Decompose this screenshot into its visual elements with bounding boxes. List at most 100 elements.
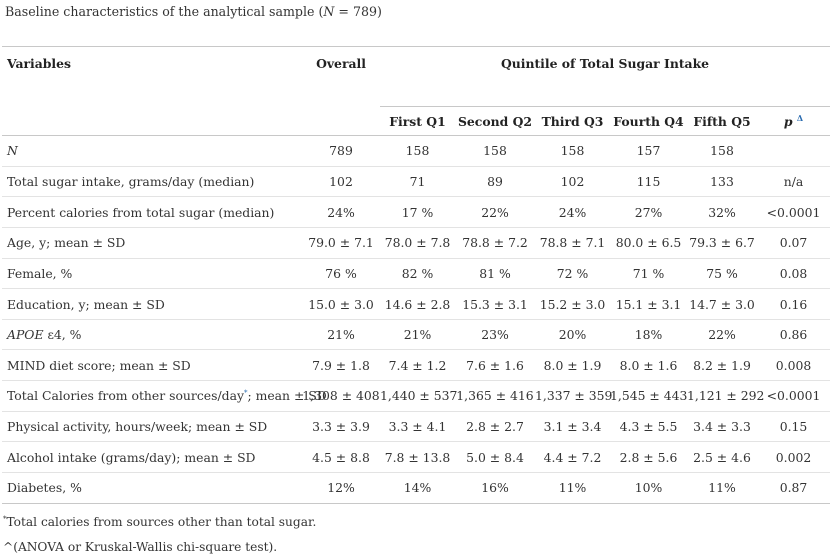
- row-label: APOE ε4, %: [2, 318, 302, 350]
- cell-q5: 133: [687, 165, 757, 197]
- cell-q1: 78.0 ± 7.8: [380, 226, 455, 259]
- row-label-text: Physical activity, hours/week; mean ± SD: [7, 419, 268, 435]
- table-row: Total sugar intake, grams/day (median) 10…: [2, 165, 830, 197]
- table-body: N 789 158 158 158 157 158 Total sugar intake, g…: [2, 135, 830, 504]
- cell-q2: 5.0 ± 8.4: [455, 441, 535, 473]
- caption-suffix: = 789): [334, 4, 382, 19]
- cell-q5: 158: [687, 135, 757, 167]
- footnote-1: *Total calories from sources other than …: [3, 515, 316, 529]
- row-footnote-mark[interactable]: *: [243, 389, 248, 398]
- cell-q4: 15.1 ± 3.1: [610, 288, 687, 320]
- cell-p: 0.07: [757, 226, 830, 259]
- table-row: Education, y; mean ± SD 15.0 ± 3.0 14.6 ± …: [2, 288, 830, 320]
- cell-q4: 71 %: [610, 257, 687, 289]
- cell-q3: 15.2 ± 3.0: [535, 288, 610, 320]
- cell-p: 0.002: [757, 441, 830, 473]
- row-label-text: Total sugar intake, grams/day (median): [7, 173, 255, 189]
- header-overall: Overall: [302, 46, 380, 80]
- header-quintile-group: Quintile of Total Sugar Intake: [380, 46, 830, 80]
- cell-overall: 3.3 ± 3.9: [302, 410, 380, 442]
- cell-q1: 17 %: [380, 196, 455, 228]
- row-label-text: N: [7, 143, 18, 159]
- header-empty-overall: [302, 107, 380, 136]
- cell-q2: 89: [455, 165, 535, 197]
- cell-q4: 10%: [610, 472, 687, 504]
- cell-q2: 15.3 ± 3.1: [455, 288, 535, 320]
- cell-p: 0.15: [757, 410, 830, 442]
- cell-overall: 4.5 ± 8.8: [302, 441, 380, 473]
- footnote-1-text: Total calories from sources other than t…: [6, 515, 317, 530]
- cell-q5: 75 %: [687, 257, 757, 289]
- caption-prefix: Baseline characteristics of the analytic…: [5, 4, 324, 19]
- cell-overall: 21%: [302, 318, 380, 350]
- cell-q3: 8.0 ± 1.9: [535, 349, 610, 381]
- cell-q4: 27%: [610, 196, 687, 228]
- row-label-text: Age, y; mean ± SD: [7, 235, 126, 251]
- header-q1: First Q1: [380, 106, 455, 136]
- header-spacer-row: [2, 80, 830, 107]
- row-label: Education, y; mean ± SD: [2, 288, 302, 320]
- row-label: Diabetes, %: [2, 472, 302, 504]
- cell-q4: 80.0 ± 6.5: [610, 226, 687, 259]
- row-label-text: Alcohol intake (grams/day); mean ± SD: [7, 449, 256, 465]
- table-row: N 789 158 158 158 157 158: [2, 135, 830, 167]
- row-label-text: MIND diet score; mean ± SD: [7, 357, 191, 373]
- table-caption: Baseline characteristics of the analytic…: [5, 4, 382, 19]
- table-row: Alcohol intake (grams/day); mean ± SD 4.5…: [2, 441, 830, 473]
- row-label: Total Calories from other sources/day*; …: [2, 380, 327, 412]
- cell-q3: 158: [535, 135, 610, 167]
- row-label-italic: APOE: [7, 327, 44, 343]
- cell-q1: 82 %: [380, 257, 455, 289]
- cell-q5: 79.3 ± 6.7: [687, 226, 757, 259]
- cell-q5: 14.7 ± 3.0: [687, 288, 757, 320]
- row-label-text: Diabetes, %: [7, 480, 82, 496]
- header-p-footnote-mark[interactable]: Δ: [796, 112, 804, 123]
- header-p-value: p Δ: [757, 106, 830, 136]
- cell-q4: 1,545 ± 443: [610, 380, 687, 412]
- row-label: Age, y; mean ± SD: [2, 226, 302, 259]
- cell-p: <0.0001: [757, 380, 830, 412]
- cell-q3: 78.8 ± 7.1: [535, 226, 610, 259]
- table-row: Diabetes, % 12% 14% 16% 11% 10% 11% 0.87: [2, 472, 830, 504]
- cell-q1: 158: [380, 135, 455, 167]
- header-q4: Fourth Q4: [610, 106, 687, 136]
- cell-q3: 11%: [535, 472, 610, 504]
- cell-overall: 15.0 ± 3.0: [302, 288, 380, 320]
- row-label: N: [2, 135, 302, 167]
- cell-q3: 3.1 ± 3.4: [535, 410, 610, 442]
- cell-q2: 7.6 ± 1.6: [455, 349, 535, 381]
- cell-q2: 23%: [455, 318, 535, 350]
- cell-q2: 78.8 ± 7.2: [455, 226, 535, 259]
- table-row: MIND diet score; mean ± SD 7.9 ± 1.8 7.4 ±…: [2, 349, 830, 381]
- cell-q2: 1,365 ± 416: [455, 380, 535, 412]
- cell-q1: 21%: [380, 318, 455, 350]
- table-row: Percent calories from total sugar (media…: [2, 196, 830, 228]
- header-empty-var: [2, 107, 302, 136]
- row-label: MIND diet score; mean ± SD: [2, 349, 302, 381]
- cell-q2: 158: [455, 135, 535, 167]
- cell-q5: 3.4 ± 3.3: [687, 410, 757, 442]
- cell-q1: 14%: [380, 472, 455, 504]
- cell-overall: 1,308 ± 408: [302, 380, 380, 412]
- cell-overall: 7.9 ± 1.8: [302, 349, 380, 381]
- cell-q3: 1,337 ± 359: [535, 380, 612, 412]
- cell-q1: 71: [380, 165, 455, 197]
- table-row: Physical activity, hours/week; mean ± SD…: [2, 410, 830, 442]
- cell-q4: 157: [610, 135, 687, 167]
- row-label-main: Total Calories from other sources/day: [7, 388, 244, 404]
- row-label: Total sugar intake, grams/day (median): [2, 165, 302, 197]
- cell-p: 0.86: [757, 318, 830, 350]
- cell-p: [757, 135, 830, 167]
- cell-q4: 4.3 ± 5.5: [610, 410, 687, 442]
- header-row-main: Variables Overall Quintile of Total Suga…: [2, 46, 830, 80]
- header-row-quintiles: First Q1 Second Q2 Third Q3 Fourth Q4 Fi…: [2, 106, 830, 136]
- cell-q2: 22%: [455, 196, 535, 228]
- cell-q5: 32%: [687, 196, 757, 228]
- cell-q1: 1,440 ± 537: [380, 380, 457, 412]
- cell-q5: 22%: [687, 318, 757, 350]
- caption-n-symbol: N: [323, 4, 335, 19]
- row-label: Female, %: [2, 257, 302, 289]
- table-row: APOE ε4, % 21% 21% 23% 20% 18% 22% 0.86: [2, 318, 830, 350]
- cell-q5: 1,121 ± 292: [687, 380, 764, 412]
